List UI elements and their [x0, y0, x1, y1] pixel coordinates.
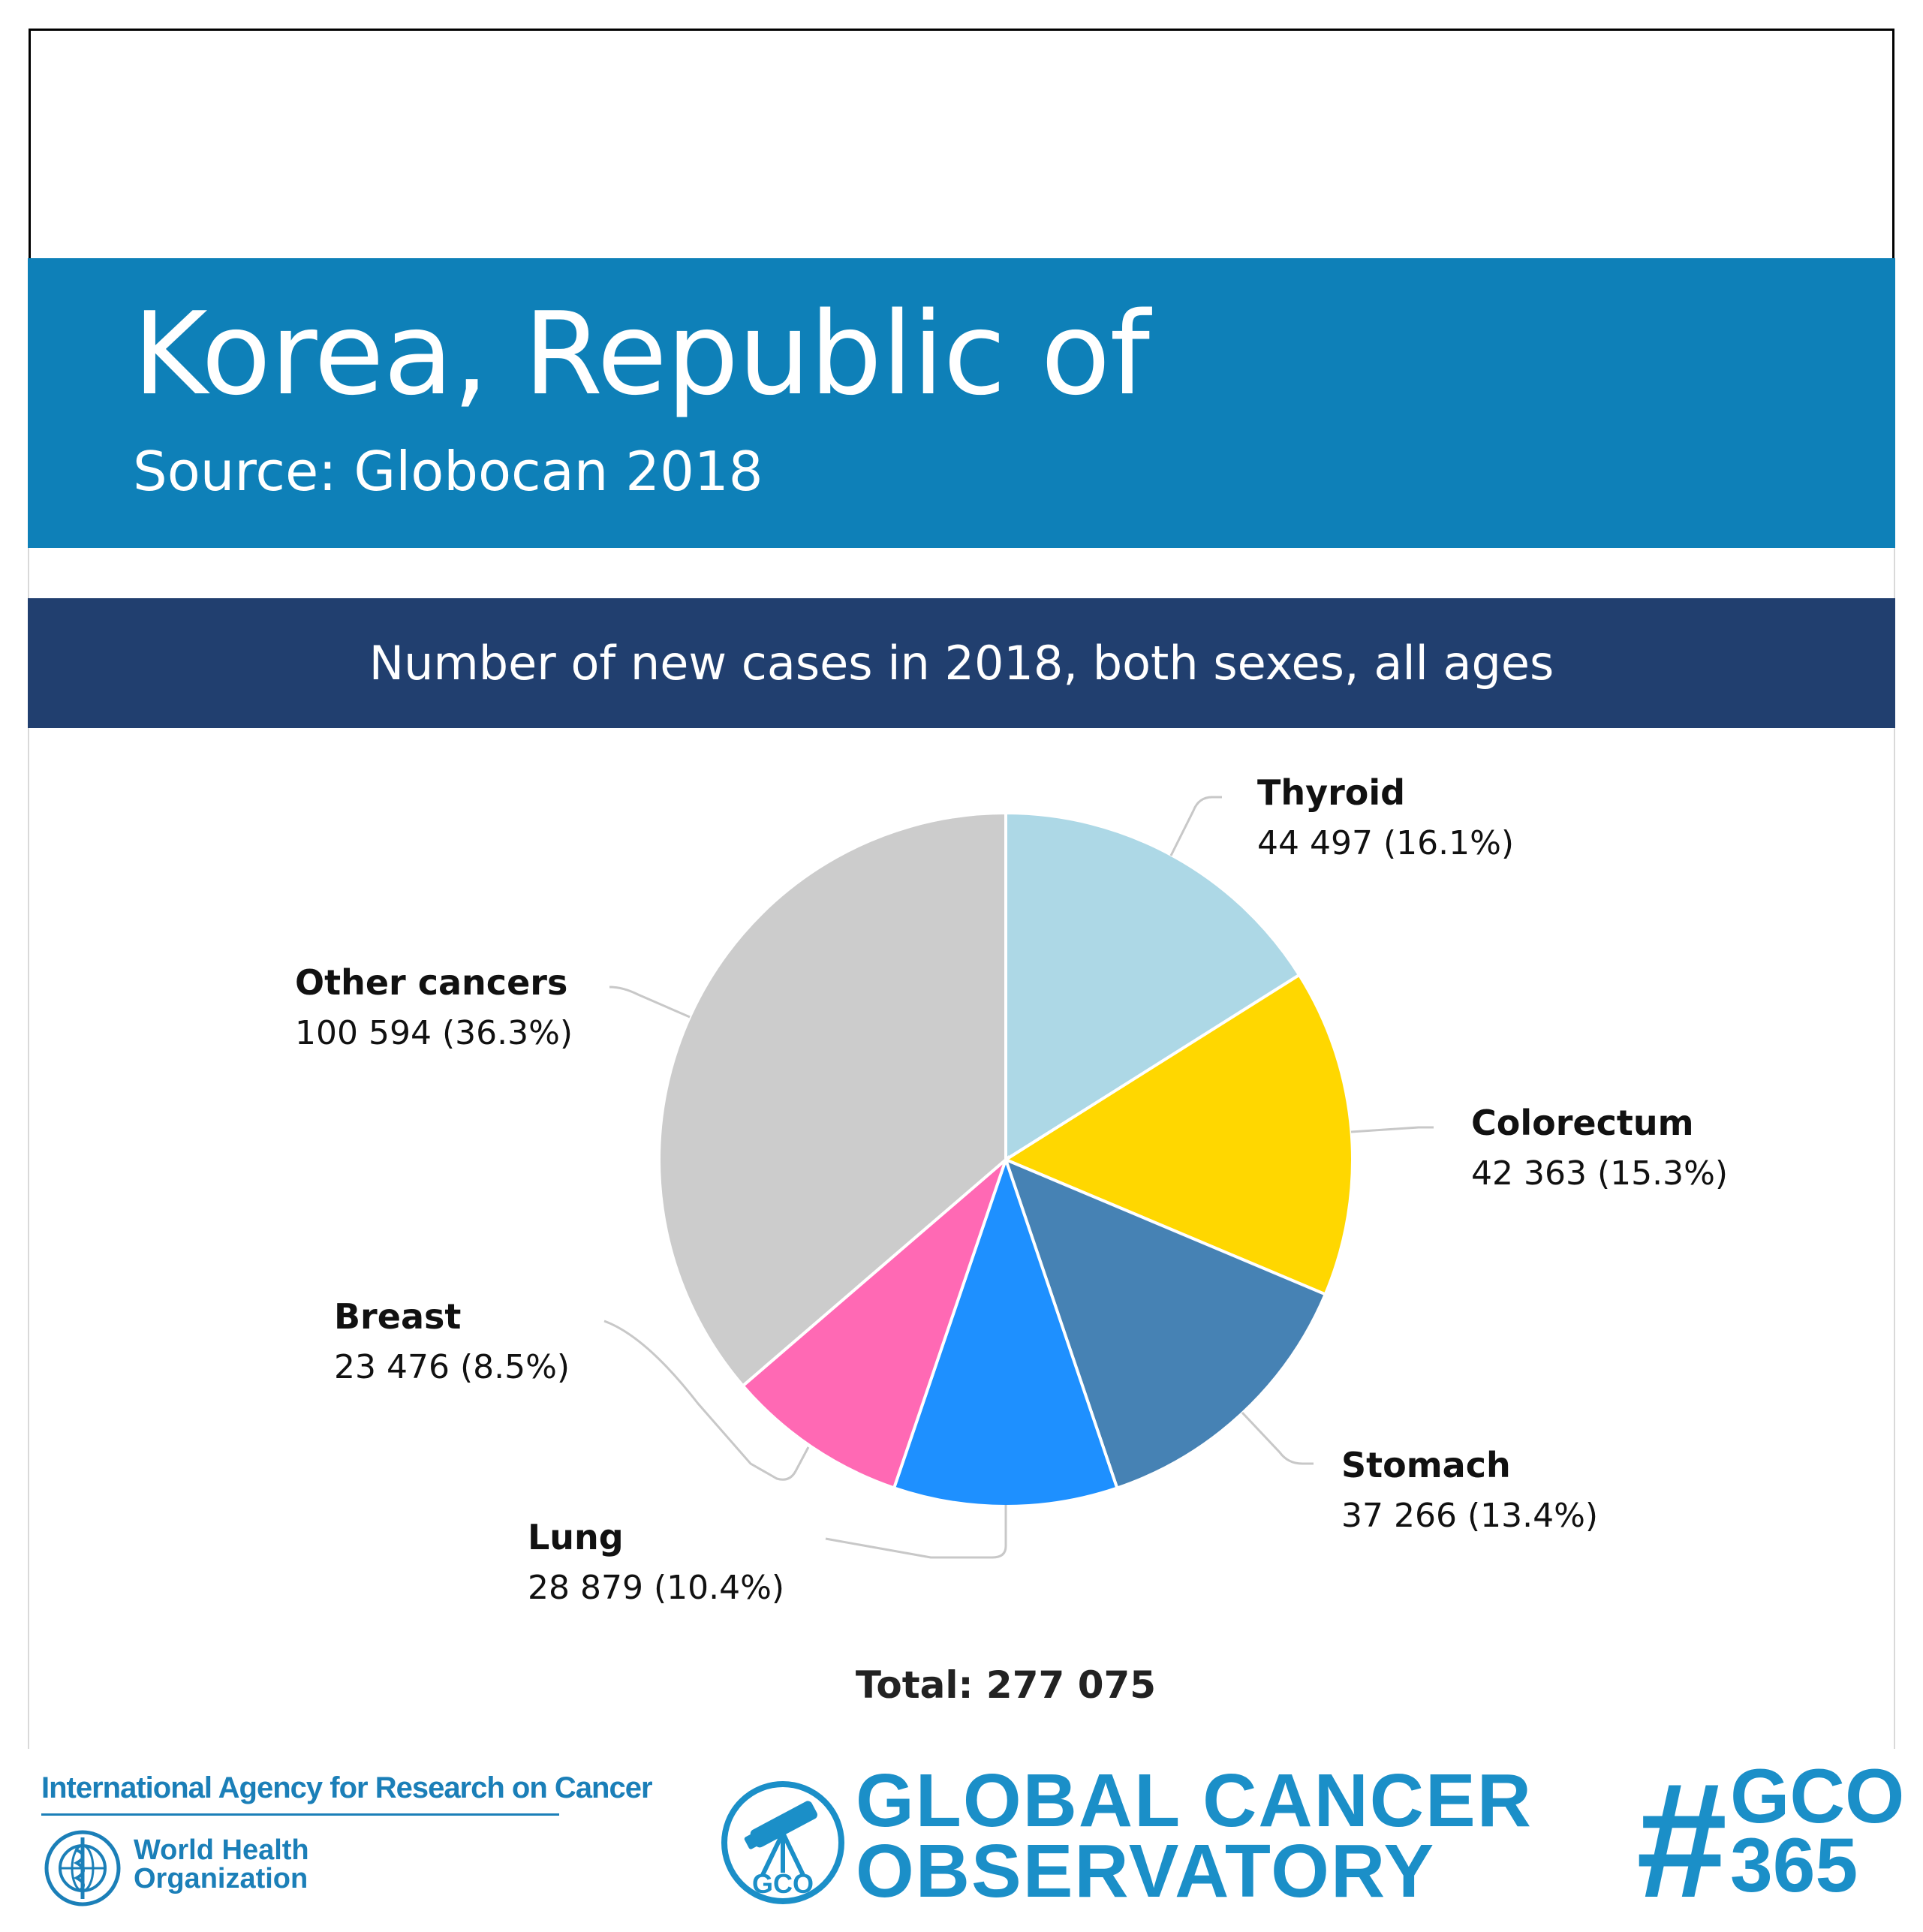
hashtag-text: GCO 365 [1730, 1753, 1905, 1908]
who-line2: Organization [134, 1863, 308, 1894]
pie-slice-other-cancers [658, 811, 1007, 1389]
pie-slice-thyroid [1004, 811, 1302, 1163]
iarc-label: International Agency for Research on Can… [41, 1771, 653, 1804]
gco-telescope-icon: GCO [721, 1781, 844, 1904]
gco-title: GLOBAL CANCER OBSERVATORY [856, 1759, 1533, 1913]
slice-label-lung: Lung [528, 1517, 624, 1557]
slice-value-colorectum: 42 363 (15.3%) [1471, 1154, 1728, 1193]
pie-slice-breast [740, 1154, 1010, 1490]
hashtag-symbol: # [1636, 1750, 1728, 1932]
slice-value-other-cancers: 100 594 (36.3%) [295, 1014, 573, 1052]
left-border [28, 548, 29, 1749]
slice-label-other-cancers: Other cancers [295, 962, 567, 1003]
chart-subtitle: Number of new cases in 2018, both sexes,… [369, 636, 1554, 691]
footer: International Agency for Research on Can… [0, 1749, 1923, 1932]
gco-badge-text: GCO [752, 1868, 814, 1899]
total-label: Total: 277 075 [856, 1663, 1156, 1707]
leader-line-colorectum [1350, 1126, 1434, 1133]
subtitle-band: Number of new cases in 2018, both sexes,… [28, 598, 1895, 728]
leader-line-stomach [1241, 1411, 1314, 1465]
leader-line-lung [825, 1505, 1007, 1559]
hashtag-line1: GCO [1730, 1753, 1905, 1839]
country-title: Korea, Republic of [133, 287, 1150, 420]
slice-value-lung: 28 879 (10.4%) [528, 1569, 784, 1607]
gco-title-line1: GLOBAL CANCER [856, 1759, 1533, 1843]
iarc-underline [41, 1813, 559, 1816]
slice-label-stomach: Stomach [1341, 1445, 1511, 1485]
slice-value-stomach: 37 266 (13.4%) [1341, 1497, 1598, 1535]
leader-line-other-cancers [609, 986, 691, 1019]
gco-title-line2: OBSERVATORY [856, 1829, 1436, 1913]
leader-line-thyroid [1169, 796, 1222, 856]
leader-line-breast [603, 1320, 810, 1481]
hashtag-line2: 365 [1730, 1822, 1858, 1908]
slice-label-breast: Breast [334, 1296, 461, 1337]
who-line1: World Health [134, 1834, 309, 1866]
who-label: World Health Organization [134, 1836, 309, 1893]
top-frame [29, 29, 1894, 258]
country-band: Korea, Republic of Source: Globocan 2018 [28, 258, 1895, 548]
right-border [1894, 548, 1895, 1749]
who-emblem-icon [44, 1830, 121, 1906]
source-label: Source: Globocan 2018 [133, 440, 763, 503]
slice-label-thyroid: Thyroid [1257, 772, 1405, 813]
pie-chart: Thyroid 44 497 (16.1%) Colorectum 42 363 (1… [295, 772, 1728, 1707]
slice-value-breast: 23 476 (8.5%) [334, 1348, 570, 1386]
slice-value-thyroid: 44 497 (16.1%) [1257, 824, 1514, 862]
slice-label-colorectum: Colorectum [1471, 1103, 1694, 1143]
